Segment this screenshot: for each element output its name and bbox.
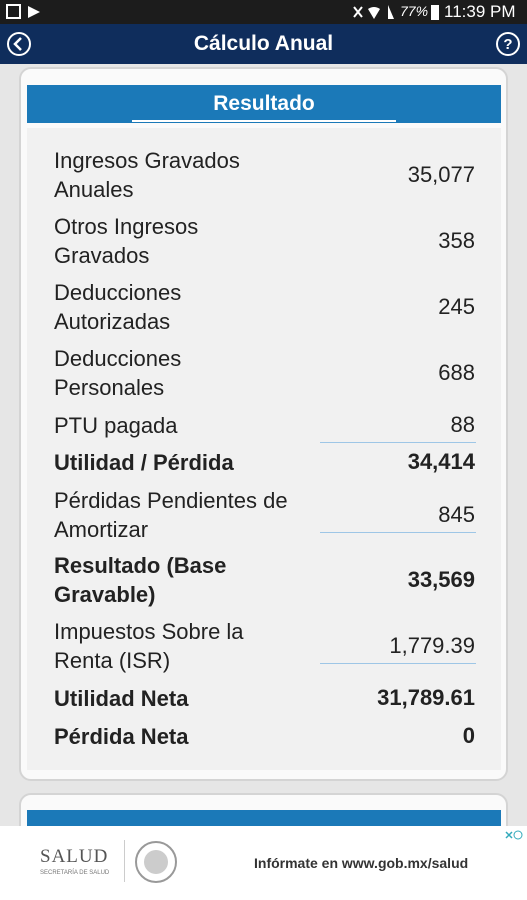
- svg-text:?: ?: [503, 36, 512, 53]
- row-label: Impuestos Sobre la: [54, 619, 244, 644]
- ad-brand-sub: SECRETARÍA DE SALUD: [40, 870, 110, 876]
- ad-brand: SALUD: [40, 846, 109, 867]
- row-label: Amortizar: [54, 517, 149, 542]
- row-value: 0: [462, 723, 475, 748]
- ad-text: Infórmate en www.gob.mx/salud: [254, 855, 469, 871]
- row-label: Autorizadas: [54, 309, 171, 334]
- row-label: Ingresos Gravados: [54, 148, 240, 173]
- row-value: 34,414: [407, 449, 475, 474]
- signal-icons: [353, 5, 394, 19]
- row-label: Otros Ingresos: [54, 214, 199, 239]
- row-label: Gravable): [54, 582, 156, 607]
- input-underline: [320, 442, 476, 443]
- ad-banner: SALUD SECRETARÍA DE SALUD Infórmate en w…: [0, 826, 527, 900]
- ad-close[interactable]: [503, 829, 523, 843]
- row-label: Utilidad / Pérdida: [54, 449, 234, 475]
- status-bar: 77% 11:39 PM: [0, 0, 527, 24]
- back-button[interactable]: [6, 31, 32, 57]
- row-label: Personales: [54, 375, 165, 400]
- next-card-header: [27, 810, 501, 830]
- input-underline: [320, 532, 476, 533]
- row-value: 245: [438, 294, 475, 319]
- row-value: 688: [438, 360, 475, 385]
- help-button[interactable]: ?: [495, 31, 521, 57]
- row-value: 33,569: [407, 567, 475, 592]
- row-label: Gravados: [54, 243, 150, 268]
- row-value: 31,789.61: [377, 685, 475, 710]
- clock: 11:39 PM: [444, 2, 516, 21]
- row-value: 358: [438, 228, 475, 253]
- battery-icon: [431, 5, 439, 20]
- row-label: Pérdida Neta: [54, 723, 189, 749]
- row-label: Anuales: [54, 177, 134, 202]
- card-header: Resultado: [27, 85, 501, 123]
- app-title: Cálculo Anual: [193, 32, 334, 55]
- app-bar: Cálculo Anual ?: [0, 24, 527, 64]
- row-label: Pérdidas Pendientes de: [54, 488, 288, 513]
- ad-divider: [124, 840, 125, 882]
- row-value: 1,779.39: [389, 633, 475, 658]
- row-label: PTU pagada: [54, 412, 178, 438]
- ad-seal: [135, 841, 177, 883]
- row-value: 35,077: [407, 162, 475, 187]
- input-underline: [320, 663, 476, 664]
- row-label: Renta (ISR): [54, 648, 171, 673]
- battery-text: 77%: [400, 3, 429, 19]
- row-value: 845: [438, 502, 475, 527]
- status-icons: [6, 4, 40, 19]
- card-title: Resultado: [213, 92, 315, 115]
- row-label: Utilidad Neta: [54, 685, 189, 711]
- row-label: Resultado (Base: [54, 553, 227, 578]
- row-label: Deducciones: [54, 346, 182, 371]
- header-underline: [132, 120, 396, 122]
- row-label: Deducciones: [54, 280, 182, 305]
- row-value: 88: [450, 412, 475, 437]
